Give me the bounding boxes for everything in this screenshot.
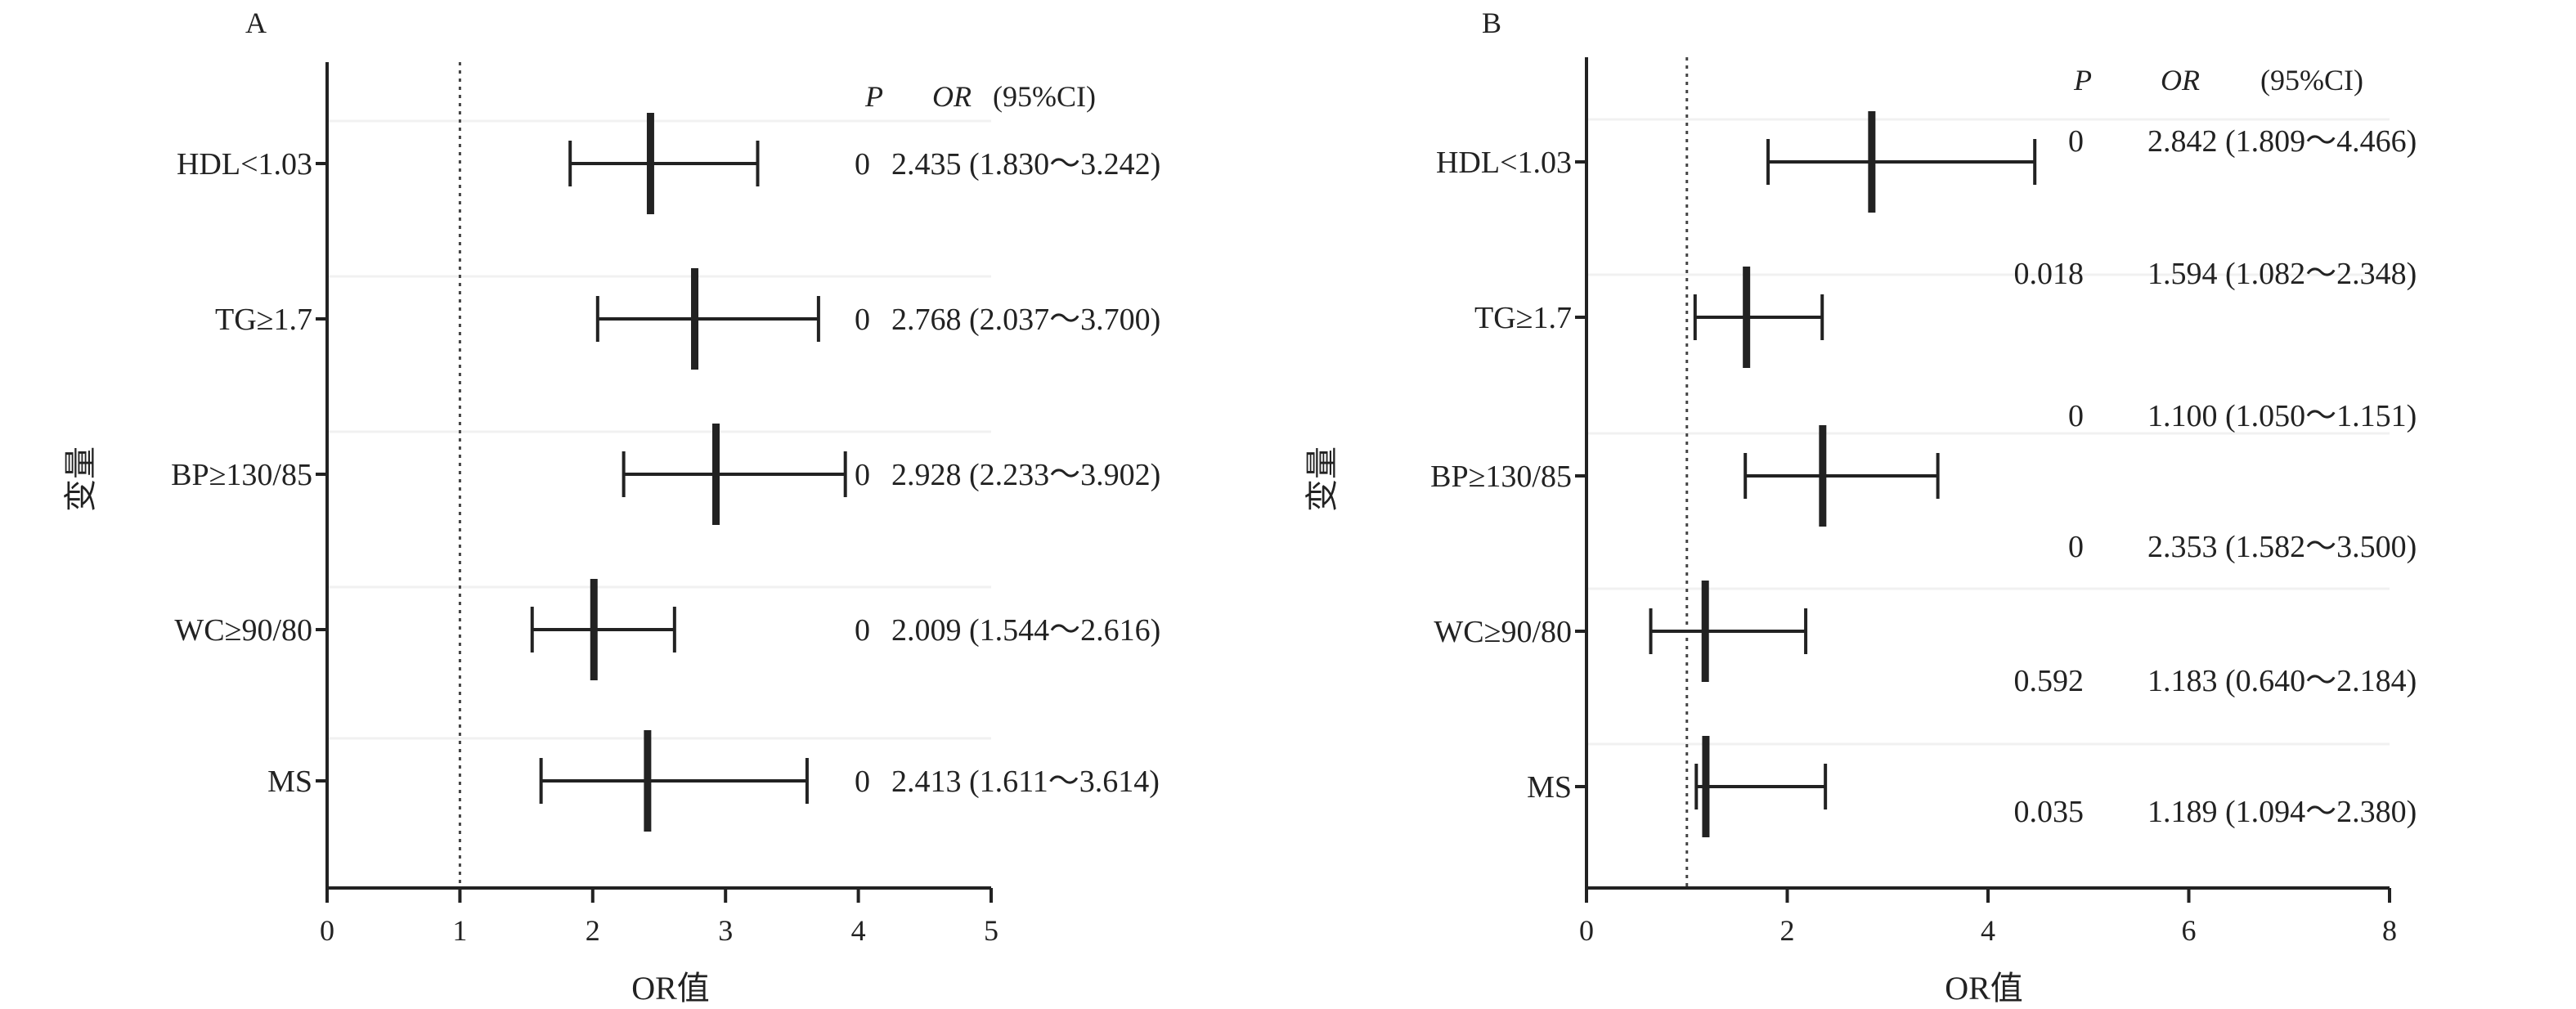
panel-a-header-or: OR (932, 80, 972, 113)
panel-a-header-ci: (95%CI) (993, 80, 1096, 113)
y-tick-label: TG≥1.7 (215, 303, 312, 337)
annotation-p-value: 0 (855, 613, 870, 648)
panel-b-intervals (1649, 111, 2037, 837)
annotation-p-value: 0 (2068, 530, 2084, 564)
x-tick-label: 4 (1981, 914, 1995, 947)
x-tick-label: 4 (851, 914, 866, 947)
y-tick-label: MS (1527, 770, 1572, 805)
annotation-p-value: 0 (855, 147, 870, 182)
panel-b-x-axis-title: OR值 (1945, 970, 2023, 1007)
y-tick-label: WC≥90/80 (174, 613, 312, 648)
annotation-p-value: 0 (855, 765, 870, 799)
panel-b-y-axis-title: 变量 (1304, 446, 1340, 512)
y-tick-label: TG≥1.7 (1474, 301, 1572, 335)
x-tick-label: 5 (984, 914, 999, 947)
panel-a-header-p: P (864, 80, 883, 113)
annotation-p-value: 0 (855, 458, 870, 492)
panel-a-y-labels: HDL<1.03 TG≥1.7 BP≥130/85 WC≥90/80 MS (171, 147, 327, 799)
panel-a: A 0 1 2 3 4 5 HDL<1.03 TG≥1.7 BP≥130/85 WC≥90/80… (62, 7, 1160, 1007)
ci-interval (539, 730, 809, 832)
panel-b-header-p: P (2073, 64, 2092, 96)
panel-a-label: A (245, 7, 267, 39)
annotation-or-ci: 1.594 (1.082～2.348) (2147, 257, 2417, 291)
x-tick-label: 3 (718, 914, 733, 947)
annotation-or-ci: 2.353 (1.582～3.500) (2147, 530, 2417, 564)
x-tick-label: 2 (586, 914, 600, 947)
panel-b: B 0 2 4 6 8 HDL<1.03 TG≥1.7 BP≥130/85 WC≥90/80 M… (1304, 7, 2417, 1007)
ci-interval (595, 268, 820, 370)
panel-b-gridlines (1586, 118, 2390, 746)
panel-a-annotations: 0 2.435 (1.830～3.242) 0 2.768 (2.037～3.700)… (855, 147, 1160, 799)
panel-a-y-axis-title: 变量 (62, 446, 99, 512)
ci-interval (530, 579, 676, 680)
panel-b-x-ticks: 0 2 4 6 8 (1579, 888, 2397, 947)
ci-interval (1744, 425, 1940, 527)
annotation-or-ci: 2.928 (2.233～3.902) (891, 458, 1160, 492)
panel-a-x-axis-title: OR值 (631, 970, 710, 1007)
panel-a-gridlines (327, 119, 991, 740)
panel-b-header-ci: (95%CI) (2260, 64, 2363, 96)
annotation-or-ci: 2.768 (2.037～3.700) (891, 303, 1160, 337)
x-tick-label: 8 (2382, 914, 2397, 947)
ci-interval (1693, 267, 1824, 368)
ci-interval (568, 113, 760, 214)
annotation-or-ci: 2.009 (1.544～2.616) (891, 613, 1160, 648)
panel-b-header-or: OR (2161, 64, 2200, 96)
annotation-or-ci: 1.183 (0.640～2.184) (2147, 664, 2417, 698)
annotation-p-value: 0 (855, 303, 870, 337)
annotation-p-value: 0 (2068, 124, 2084, 159)
annotation-or-ci: 1.100 (1.050～1.151) (2147, 399, 2417, 433)
y-tick-label: BP≥130/85 (1430, 460, 1572, 494)
x-tick-label: 6 (2182, 914, 2197, 947)
panel-b-label: B (1482, 7, 1501, 39)
panel-a-x-ticks: 0 1 2 3 4 5 (320, 888, 999, 947)
annotation-or-ci: 1.189 (1.094～2.380) (2147, 795, 2417, 829)
y-tick-label: BP≥130/85 (171, 458, 312, 492)
annotation-or-ci: 2.413 (1.611～3.614) (891, 765, 1160, 799)
x-tick-label: 0 (1579, 914, 1594, 947)
annotation-or-ci: 2.435 (1.830～3.242) (891, 147, 1160, 182)
ci-interval (1649, 581, 1808, 682)
y-tick-label: WC≥90/80 (1434, 615, 1572, 649)
ci-interval (1694, 736, 1828, 837)
y-tick-label: HDL<1.03 (177, 147, 312, 182)
annotation-p-value: 0 (2068, 399, 2084, 433)
panel-a-intervals (530, 113, 847, 832)
panel-b-annotations: 0 2.842 (1.809～4.466) 0.018 1.594 (1.082～2.… (2014, 124, 2417, 829)
ci-interval (1766, 111, 2037, 213)
x-tick-label: 1 (452, 914, 467, 947)
annotation-p-value: 0.018 (2014, 257, 2085, 291)
annotation-p-value: 0.592 (2014, 664, 2085, 698)
x-tick-label: 0 (320, 914, 334, 947)
y-tick-label: HDL<1.03 (1436, 146, 1572, 180)
annotation-p-value: 0.035 (2014, 795, 2085, 829)
annotation-or-ci: 2.842 (1.809～4.466) (2147, 124, 2417, 159)
ci-interval (622, 424, 847, 525)
y-tick-label: MS (267, 765, 312, 799)
x-tick-label: 2 (1780, 914, 1795, 947)
panel-b-y-labels: HDL<1.03 TG≥1.7 BP≥130/85 WC≥90/80 MS (1430, 146, 1586, 805)
